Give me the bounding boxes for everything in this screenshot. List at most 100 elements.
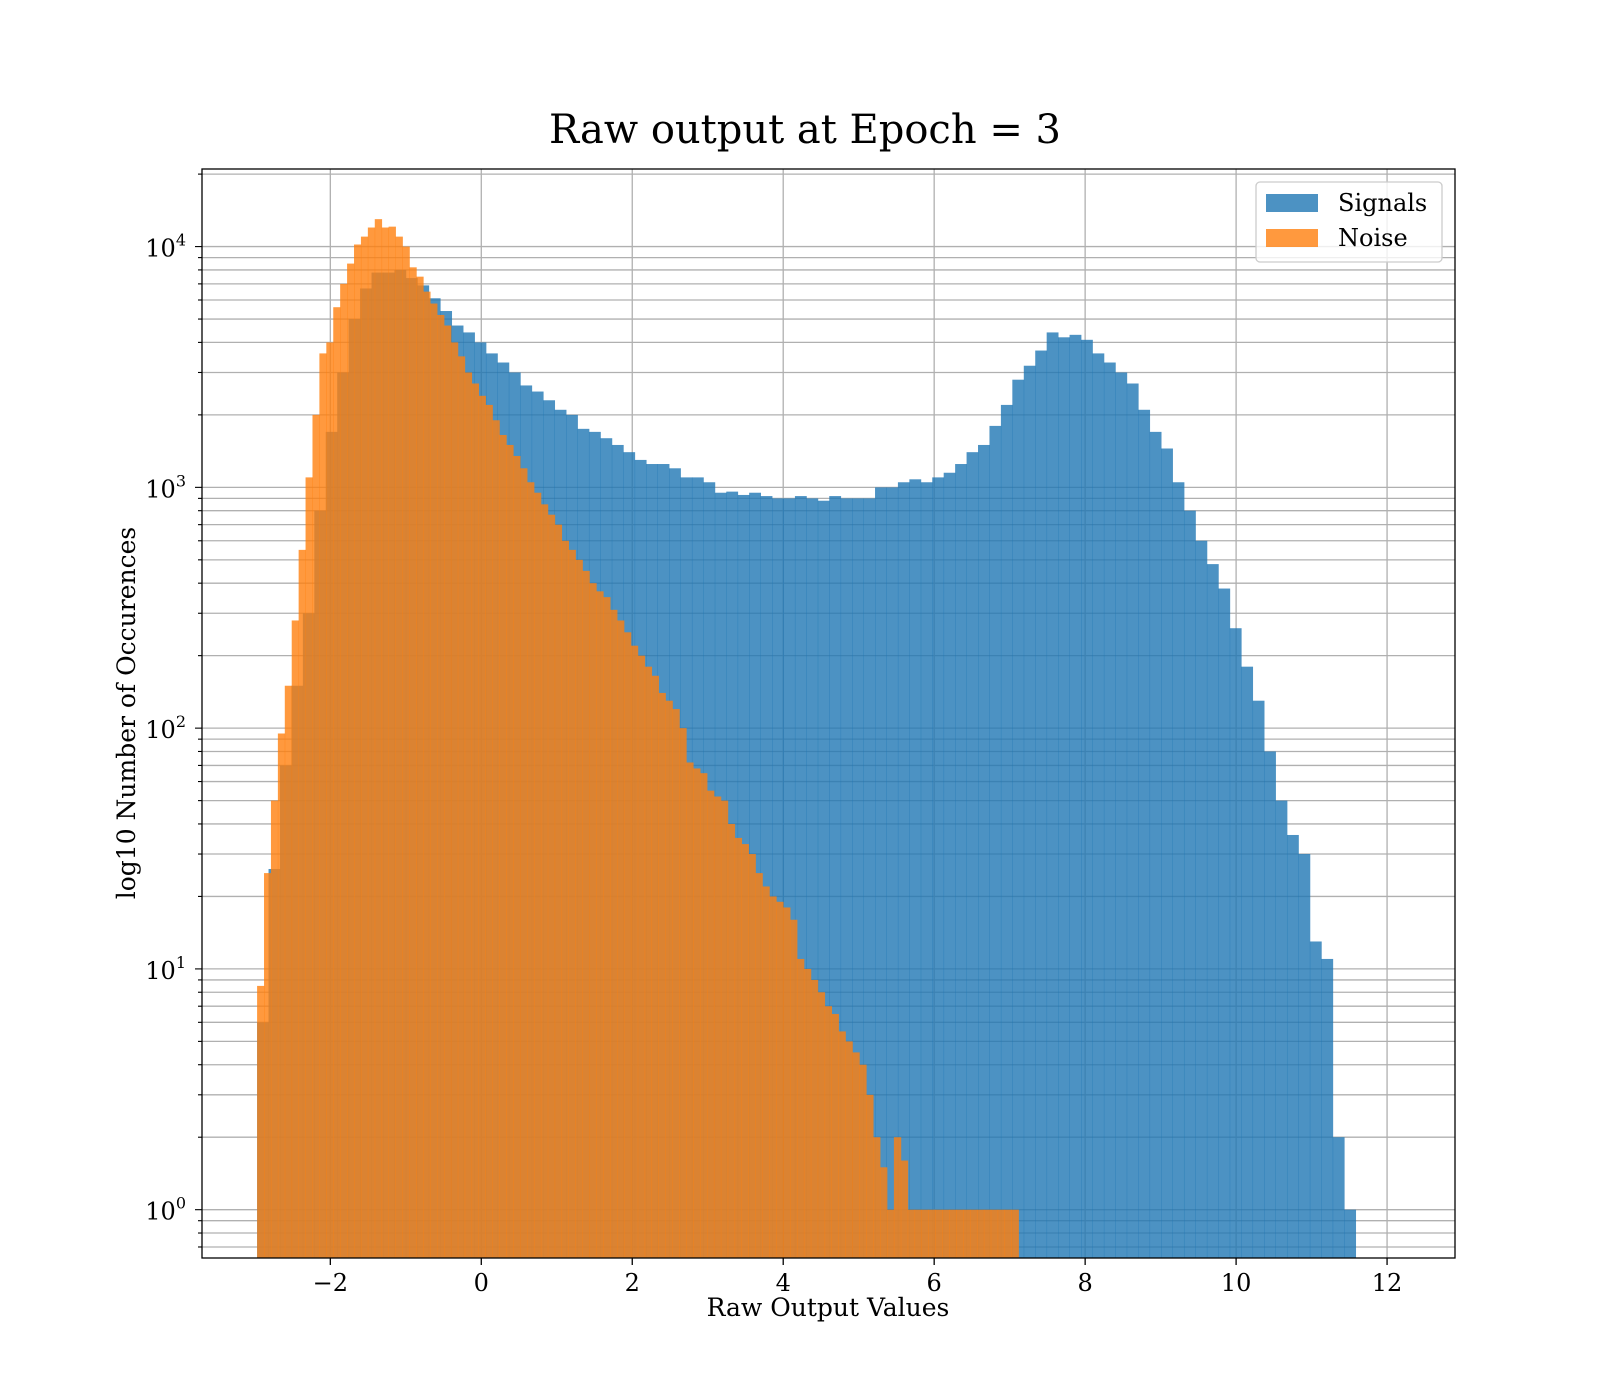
noise-bar [547, 514, 556, 1258]
noise-bar [430, 303, 438, 1258]
signals-bar [1321, 958, 1334, 1258]
signals-bar [1092, 353, 1105, 1258]
noise-bar [395, 236, 403, 1258]
noise-bar [845, 1041, 853, 1258]
noise-bar [326, 342, 334, 1258]
signals-bar [920, 482, 933, 1258]
signals-bar [794, 496, 807, 1259]
noise-bar [852, 1052, 860, 1258]
noise-bar [284, 685, 293, 1258]
noise-bar [963, 1209, 971, 1258]
noise-bar [970, 1209, 978, 1258]
noise-bar [748, 854, 756, 1258]
noise-bar [796, 958, 805, 1258]
signals-bar [1252, 700, 1265, 1258]
chart-title: Raw output at Epoch = 3 [549, 107, 1061, 153]
noise-bar [880, 1167, 888, 1258]
legend-swatch-signals [1266, 194, 1318, 212]
noise-bar [402, 246, 410, 1258]
noise-bar [520, 468, 528, 1258]
y-tick-label: 100 [145, 1194, 186, 1226]
noise-bar [575, 559, 583, 1258]
noise-bar [790, 919, 798, 1258]
noise-bar [513, 455, 521, 1259]
noise-bar [713, 796, 722, 1258]
noise-bar [886, 1209, 895, 1258]
signals-bar [1126, 383, 1139, 1258]
noise-bar [914, 1209, 922, 1258]
noise-bar [651, 675, 659, 1258]
noise-bar [554, 524, 563, 1258]
noise-bar [347, 263, 355, 1259]
noise-bar [630, 645, 639, 1258]
signals-bar [1183, 510, 1196, 1258]
signals-bar [1264, 751, 1276, 1258]
noise-bar [644, 666, 653, 1258]
x-tick-label: 2 [625, 1269, 640, 1297]
noise-bar [450, 342, 459, 1258]
x-tick-label: 0 [474, 1269, 489, 1297]
noise-bar [499, 434, 507, 1258]
noise-bar [257, 985, 265, 1258]
noise-bar [720, 800, 729, 1258]
noise-bar [623, 632, 632, 1258]
signals-bar [783, 498, 796, 1258]
noise-bar [533, 492, 542, 1259]
noise-bar [464, 372, 473, 1259]
noise-bar [443, 325, 452, 1258]
noise-bar [423, 291, 431, 1258]
signals-bar [1309, 941, 1322, 1258]
y-axis-label: log10 Number of Occurences [112, 527, 141, 900]
signals-bar [1069, 334, 1082, 1259]
x-tick-label: −2 [313, 1269, 348, 1297]
signals-bar [1161, 448, 1173, 1258]
noise-bar [693, 768, 701, 1258]
x-tick-label: 4 [776, 1269, 791, 1297]
signals-bar [1241, 666, 1254, 1258]
noise-bar [762, 886, 770, 1258]
noise-bar [707, 790, 715, 1258]
noise-bar [561, 540, 569, 1258]
noise-bar [817, 992, 826, 1258]
noise-bar [409, 267, 417, 1259]
noise-bar [527, 482, 535, 1258]
noise-bar [935, 1209, 943, 1258]
noise-bars [257, 219, 1019, 1259]
noise-bar [305, 477, 313, 1258]
noise-bar [838, 1031, 846, 1258]
noise-bar [582, 570, 590, 1258]
signals-bar [1229, 628, 1242, 1258]
noise-bar [354, 244, 362, 1258]
noise-bar [949, 1209, 957, 1258]
noise-bar [298, 549, 306, 1258]
legend-label-signals: Signals [1338, 189, 1427, 217]
noise-bar [360, 236, 369, 1258]
noise-bar [374, 219, 383, 1258]
signals-bar [1332, 1137, 1345, 1258]
noise-bar [1004, 1209, 1012, 1258]
noise-bar [367, 227, 376, 1258]
signals-bar [1172, 482, 1185, 1258]
noise-bar [416, 276, 424, 1258]
signals-bar [1298, 854, 1311, 1258]
noise-bar [900, 1160, 909, 1258]
signals-bar [932, 477, 945, 1258]
noise-bar [859, 1064, 867, 1258]
signals-bar [1000, 404, 1013, 1258]
noise-bar [921, 1209, 929, 1258]
noise-bar [755, 873, 763, 1258]
noise-bar [976, 1209, 985, 1258]
noise-bar [264, 873, 272, 1258]
noise-bar [873, 1137, 881, 1258]
noise-bar [437, 314, 445, 1259]
noise-bar [312, 414, 320, 1258]
signals-bar [1035, 350, 1048, 1258]
signals-bar [1115, 372, 1128, 1259]
legend: Signals Noise [1255, 181, 1443, 263]
signals-bar [1058, 337, 1070, 1258]
legend-label-noise: Noise [1338, 224, 1408, 252]
plot-frame [201, 168, 1456, 1259]
noise-bar [603, 597, 611, 1258]
noise-bar [997, 1209, 1006, 1258]
noise-bar [810, 979, 819, 1258]
